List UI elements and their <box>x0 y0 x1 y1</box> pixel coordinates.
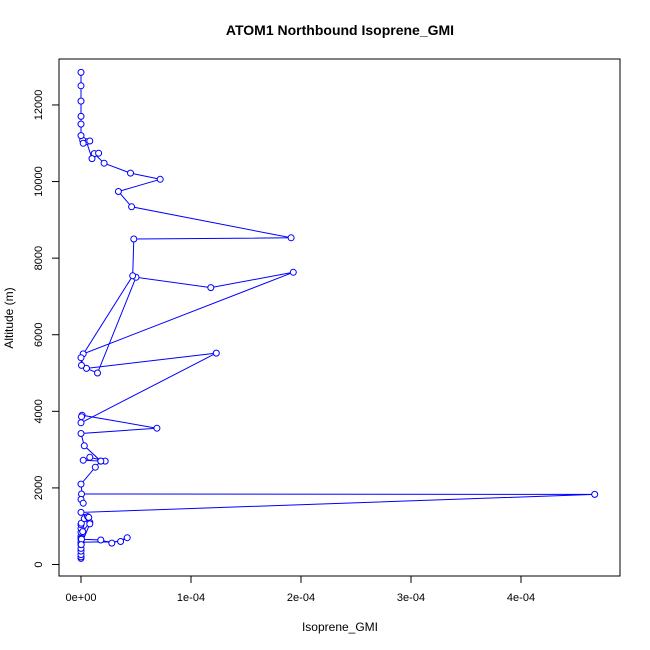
data-point <box>79 528 87 536</box>
x-tick-label: 1e-04 <box>177 592 205 604</box>
y-tick-label: 0 <box>33 561 45 567</box>
y-tick-label: 10000 <box>33 166 45 197</box>
data-point <box>77 430 85 437</box>
y-tick-label: 12000 <box>33 90 45 121</box>
data-point <box>79 499 87 507</box>
data-point <box>77 82 85 90</box>
data-point <box>117 538 125 545</box>
data-point <box>78 361 85 369</box>
data-point <box>77 120 85 128</box>
y-tick-label: 6000 <box>33 322 45 346</box>
data-point <box>88 155 96 163</box>
x-tick-label: 2e-04 <box>287 592 315 604</box>
data-point <box>80 442 88 450</box>
data-point <box>114 188 122 195</box>
y-axis: 0 2000 4000 6000 8000 10000 12000 <box>33 90 60 568</box>
data-point <box>95 149 103 157</box>
data-point <box>123 534 131 542</box>
data-point <box>77 541 85 549</box>
chart-title: ATOM1 Northbound Isoprene_GMI <box>226 22 454 38</box>
x-axis-label: Isoprene_GMI <box>302 620 378 634</box>
x-tick-label: 3e-04 <box>397 592 425 604</box>
data-point <box>287 234 295 242</box>
data-point <box>77 419 85 427</box>
x-tick-label: 0e+00 <box>66 592 97 604</box>
data-point <box>77 68 85 76</box>
series-layer <box>77 68 599 562</box>
data-point <box>77 480 85 488</box>
data-point <box>207 284 215 292</box>
data-point <box>77 112 85 120</box>
data-point <box>94 369 101 377</box>
data-point <box>77 132 85 140</box>
data-point <box>130 235 138 243</box>
data-point <box>153 424 161 432</box>
data-point <box>77 354 85 362</box>
data-point <box>156 175 164 183</box>
y-tick-label: 4000 <box>33 399 45 423</box>
data-point <box>83 364 90 372</box>
data-point <box>79 139 87 147</box>
data-point <box>108 539 116 547</box>
data-point <box>97 536 105 544</box>
data-point <box>289 268 297 276</box>
data-point <box>79 456 87 464</box>
data-point <box>86 520 94 528</box>
data-point <box>591 490 599 498</box>
data-point <box>127 169 134 177</box>
data-point <box>86 453 94 461</box>
x-tick-label: 4e-04 <box>507 592 535 604</box>
data-point <box>129 272 137 280</box>
data-point <box>91 463 99 471</box>
data-point <box>85 513 93 521</box>
data-point <box>78 413 85 421</box>
data-point <box>100 159 108 167</box>
x-axis: 0e+00 1e-04 2e-04 3e-04 4e-04 <box>66 575 535 604</box>
data-point <box>77 508 85 516</box>
data-point <box>77 97 85 105</box>
y-axis-label: Altitude (m) <box>2 287 16 348</box>
y-tick-label: 2000 <box>33 476 45 500</box>
data-point <box>128 203 136 211</box>
y-tick-label: 8000 <box>33 246 45 270</box>
data-point <box>86 137 94 145</box>
data-point <box>97 457 105 465</box>
data-point <box>212 349 220 357</box>
